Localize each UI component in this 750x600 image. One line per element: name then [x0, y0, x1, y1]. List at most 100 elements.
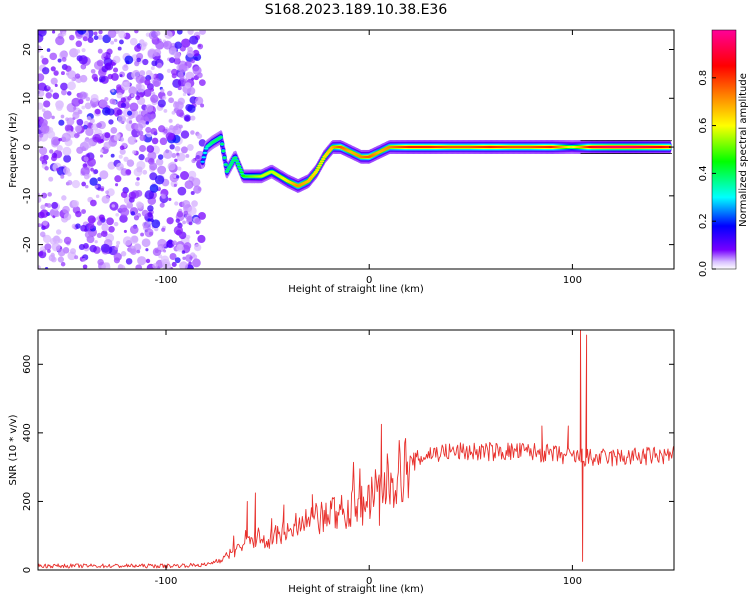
noise-speckle [198, 79, 206, 86]
noise-speckle [136, 166, 143, 173]
noise-speckle [63, 212, 72, 221]
noise-speckle [40, 55, 44, 59]
noise-speckle [86, 116, 92, 121]
noise-speckle [161, 193, 167, 199]
noise-speckle [60, 82, 68, 91]
noise-speckle [129, 225, 139, 234]
noise-speckle [142, 221, 149, 229]
noise-speckle [92, 133, 101, 143]
noise-speckle [174, 257, 181, 264]
noise-speckle [116, 240, 121, 245]
noise-speckle [176, 152, 180, 156]
noise-speckle [162, 261, 172, 269]
noise-speckle [42, 67, 50, 75]
noise-speckle [48, 176, 54, 182]
noise-speckle [171, 153, 177, 158]
noise-speckle [39, 209, 49, 218]
noise-speckle [127, 110, 133, 116]
noise-speckle [134, 30, 139, 34]
noise-speckle [133, 215, 140, 221]
noise-speckle [97, 177, 102, 182]
noise-speckle [150, 94, 159, 103]
noise-speckle [185, 254, 193, 262]
noise-speckle [113, 252, 122, 261]
noise-speckle [173, 57, 181, 65]
noise-speckle [53, 70, 59, 76]
noise-speckle [117, 46, 122, 51]
noise-speckle [97, 258, 104, 266]
noise-speckle [94, 184, 99, 189]
noise-speckle [99, 149, 104, 153]
noise-speckle [51, 155, 57, 162]
noise-speckle [120, 102, 127, 108]
noise-speckle [41, 192, 48, 199]
noise-speckle [105, 190, 110, 195]
noise-speckle [90, 167, 95, 172]
noise-speckle [135, 201, 143, 209]
noise-speckle [83, 156, 89, 162]
snr-ytick-label: 200 [22, 492, 33, 511]
noise-speckle [116, 109, 123, 116]
noise-speckle [63, 154, 72, 163]
noise-speckle [119, 74, 123, 78]
noise-speckle [181, 250, 186, 254]
noise-speckle [118, 30, 126, 39]
noise-speckle [190, 58, 195, 64]
ridge-mark [321, 158, 326, 161]
ridge-mark [227, 166, 232, 169]
noise-speckle [120, 191, 128, 198]
noise-speckle [47, 192, 52, 197]
noise-speckle [69, 48, 79, 58]
noise-speckle [60, 71, 65, 76]
noise-speckle [64, 124, 71, 131]
noise-speckle [171, 261, 177, 267]
ridge-mark [318, 162, 324, 165]
noise-speckle [141, 238, 151, 248]
noise-speckle [74, 132, 80, 139]
noise-speckle [81, 105, 86, 110]
noise-speckle [169, 119, 173, 123]
noise-speckle [123, 81, 127, 86]
noise-speckle [183, 114, 192, 122]
noise-speckle [124, 55, 134, 65]
noise-speckle [187, 86, 196, 96]
noise-speckle [101, 230, 108, 237]
noise-speckle [81, 64, 86, 70]
snr-xtick-label: 100 [563, 576, 582, 587]
noise-speckle [145, 121, 150, 125]
noise-speckle [66, 117, 75, 126]
colorbar-tick-label: 0.2 [698, 213, 709, 229]
noise-speckle [147, 218, 151, 222]
noise-speckle [110, 40, 115, 45]
noise-speckle [61, 132, 71, 142]
noise-speckle [94, 108, 101, 115]
noise-speckle [150, 66, 155, 71]
noise-speckle [199, 30, 206, 35]
noise-speckle [100, 243, 110, 253]
noise-speckle [60, 261, 66, 267]
noise-speckle [80, 166, 90, 176]
noise-speckle [101, 195, 110, 204]
noise-speckle [95, 216, 100, 221]
noise-speckle [146, 145, 155, 153]
noise-speckle [84, 230, 93, 239]
noise-speckle [84, 102, 92, 110]
noise-speckle [187, 206, 197, 216]
noise-speckle [38, 102, 44, 110]
spectrogram-xtick-label: 0 [366, 275, 372, 286]
noise-speckle [144, 228, 154, 238]
colorbar-tick-label: 0.6 [698, 118, 709, 134]
ridge-mark [236, 165, 242, 168]
noise-speckle [135, 95, 141, 101]
noise-speckle [169, 57, 176, 64]
noise-speckle [150, 127, 158, 135]
noise-speckle [142, 43, 147, 47]
noise-speckle [62, 146, 72, 156]
noise-speckle [61, 57, 67, 62]
noise-speckle [60, 114, 65, 119]
snr-frame [37, 329, 675, 571]
ridge-mark [317, 164, 322, 167]
spectrogram-xtick-label: -100 [155, 275, 178, 286]
noise-speckle [119, 145, 125, 151]
noise-speckle [179, 261, 188, 269]
